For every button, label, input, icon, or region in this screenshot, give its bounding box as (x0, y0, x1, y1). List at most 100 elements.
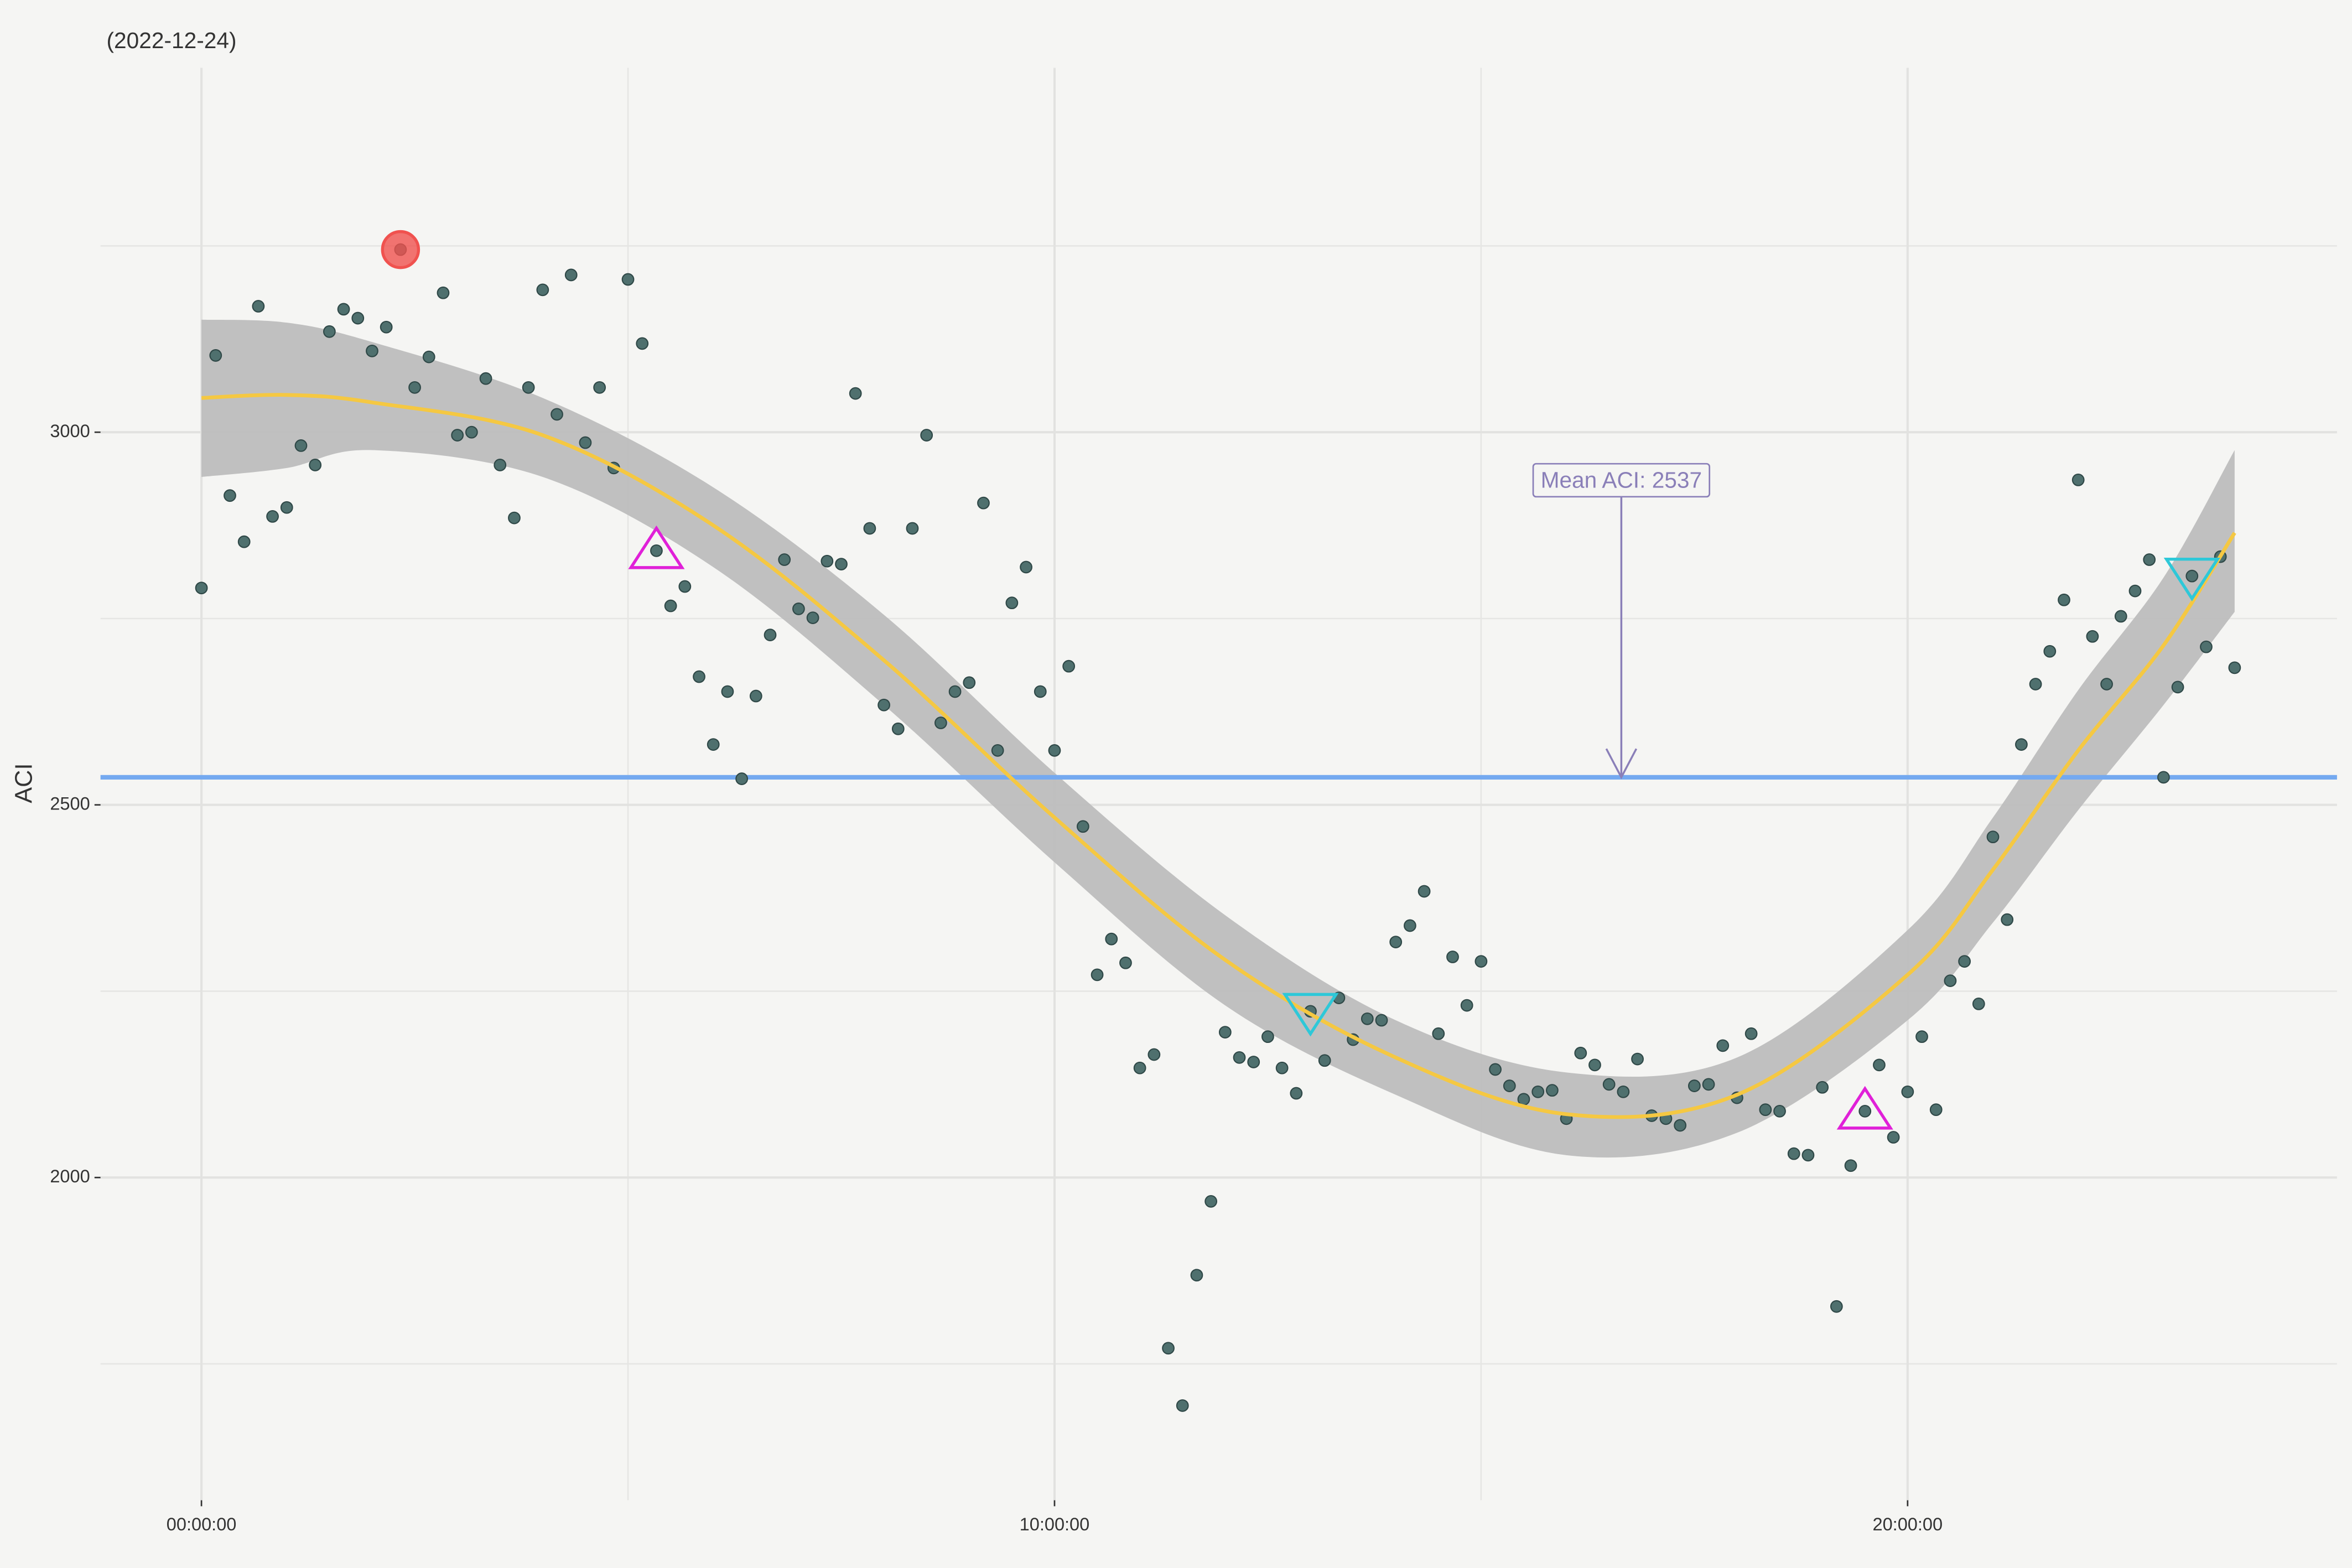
data-point (2128, 584, 2142, 598)
data-point (2185, 569, 2199, 583)
data-point (1631, 1052, 1644, 1066)
data-point (621, 273, 635, 286)
data-point (1048, 744, 1061, 757)
data-point (366, 344, 378, 357)
data-point (2015, 738, 2028, 751)
data-point (678, 580, 692, 593)
data-point (209, 349, 222, 362)
data-point (1489, 1063, 1502, 1076)
y-tick-label: 3000 (50, 421, 90, 441)
data-point (1020, 560, 1032, 574)
data-point (1702, 1078, 1715, 1091)
data-point (1190, 1269, 1203, 1282)
data-point (1801, 1149, 1815, 1162)
data-point (963, 676, 976, 689)
data-point (2001, 913, 2014, 926)
data-point (693, 670, 705, 683)
data-point (1005, 596, 1019, 610)
data-point (422, 350, 435, 364)
data-point (1432, 1027, 1445, 1040)
data-point (522, 381, 535, 394)
data-point (1986, 830, 2000, 844)
data-point (2143, 553, 2156, 566)
data-point (920, 429, 933, 442)
data-point (1275, 1061, 1289, 1074)
data-point (1233, 1051, 1246, 1064)
data-point (806, 611, 819, 624)
data-point (1375, 1014, 1388, 1027)
data-point (835, 558, 848, 570)
x-tick-label: 10:00:00 (1020, 1514, 1090, 1534)
data-point (778, 553, 791, 566)
data-point (1446, 951, 1459, 963)
data-point (1361, 1012, 1374, 1025)
data-point (2100, 678, 2113, 690)
data-point (1034, 685, 1047, 698)
data-point (1503, 1079, 1516, 1092)
data-point (1133, 1061, 1146, 1074)
data-point (294, 439, 308, 452)
data-point (1688, 1079, 1701, 1092)
data-point (1404, 919, 1416, 932)
data-point (1531, 1085, 1545, 1098)
data-point (1176, 1399, 1189, 1412)
data-point (1844, 1159, 1857, 1172)
data-point (1858, 1104, 1872, 1118)
data-point (337, 303, 350, 316)
data-point (2071, 474, 2085, 486)
data-point (1218, 1026, 1232, 1039)
data-point (1617, 1085, 1630, 1098)
data-point (380, 320, 393, 334)
data-point (1545, 1084, 1559, 1097)
data-point (1091, 968, 1104, 982)
x-tick-label: 20:00:00 (1873, 1514, 1943, 1534)
data-point (1062, 660, 1076, 673)
data-point (1076, 820, 1089, 833)
data-point (593, 381, 606, 394)
x-tick-label: 00:00:00 (167, 1514, 237, 1534)
data-point (2086, 630, 2099, 643)
data-point (849, 387, 862, 400)
data-point (1261, 1030, 1274, 1043)
data-point (479, 372, 492, 385)
data-point (707, 738, 720, 751)
y-tick-label: 2000 (50, 1166, 90, 1186)
data-point (1588, 1058, 1601, 1072)
data-point (2157, 771, 2170, 784)
data-point (721, 685, 734, 698)
data-point (1674, 1119, 1687, 1132)
data-point (906, 522, 919, 535)
data-point (237, 535, 251, 548)
data-point (1474, 955, 1488, 968)
data-point (1887, 1131, 1900, 1144)
chart-title: (2022-12-24) (106, 28, 236, 53)
data-point (1290, 1087, 1303, 1100)
data-point (1901, 1085, 1914, 1098)
annotation-label: Mean ACI: 2537 (1541, 467, 1702, 492)
data-point (1744, 1027, 1758, 1040)
data-point (1759, 1103, 1772, 1117)
data-point (351, 311, 365, 325)
data-point (195, 581, 208, 595)
data-point (650, 544, 663, 557)
data-point (1915, 1030, 1928, 1043)
data-point (1816, 1081, 1829, 1094)
data-point (749, 689, 762, 703)
data-point (977, 496, 990, 510)
data-point (1972, 998, 1985, 1010)
data-point (1418, 885, 1431, 898)
annotation-box (1532, 463, 1711, 498)
data-point (564, 268, 578, 282)
data-point (494, 459, 507, 471)
data-point (934, 716, 947, 729)
y-axis-label: ACI (11, 764, 38, 803)
confidence-band (201, 319, 2235, 1158)
data-point (1460, 999, 1473, 1012)
data-point (891, 722, 905, 735)
smooth-line (201, 393, 2236, 1119)
data-point (465, 425, 478, 439)
data-point (2200, 640, 2213, 653)
data-point (323, 325, 336, 338)
data-point (1944, 974, 1957, 988)
data-point (224, 489, 236, 502)
